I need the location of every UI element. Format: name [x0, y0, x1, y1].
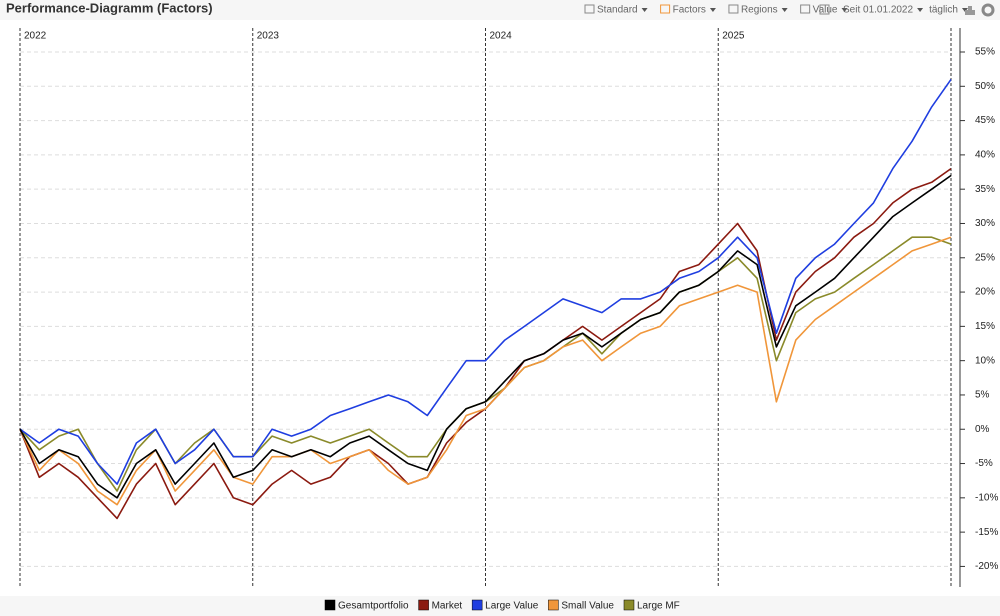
- settings-icon[interactable]: [981, 3, 995, 17]
- x-tick-label: 2023: [257, 31, 280, 42]
- y-tick-label: 5%: [975, 390, 990, 401]
- toolbar-icon[interactable]: [584, 4, 595, 14]
- y-tick-label: 45%: [975, 115, 995, 126]
- legend-label[interactable]: Market: [432, 601, 463, 612]
- toolbar-icon[interactable]: [728, 4, 739, 14]
- y-tick-label: 20%: [975, 287, 995, 298]
- toolbar-item[interactable]: Value: [813, 5, 838, 16]
- legend-swatch[interactable]: [418, 599, 429, 611]
- y-tick-label: 0%: [975, 424, 990, 435]
- toolbar-item[interactable]: Regions: [741, 5, 778, 16]
- y-tick-label: 50%: [975, 81, 995, 92]
- y-tick-label: -15%: [975, 527, 998, 538]
- toolbar-icon[interactable]: [800, 4, 811, 14]
- dropdown-arrow[interactable]: [781, 8, 788, 12]
- dropdown-arrow[interactable]: [709, 8, 716, 12]
- y-tick-label: 35%: [975, 184, 995, 195]
- legend-swatch[interactable]: [548, 599, 559, 611]
- y-tick-label: 10%: [975, 355, 995, 366]
- calendar-icon[interactable]: [819, 4, 830, 15]
- y-tick-label: 40%: [975, 150, 995, 161]
- toolbar-icon[interactable]: [660, 4, 671, 14]
- legend-bar: [0, 596, 1000, 616]
- x-tick-label: 2025: [722, 31, 745, 42]
- legend-label[interactable]: Gesamtportfolio: [338, 601, 409, 612]
- dropdown-arrow[interactable]: [961, 8, 968, 12]
- legend-swatch[interactable]: [471, 599, 483, 611]
- y-tick-label: 55%: [975, 47, 995, 58]
- dropdown-arrow[interactable]: [841, 8, 848, 12]
- legend-swatch[interactable]: [324, 599, 336, 611]
- series-line: [19, 174, 952, 499]
- period[interactable]: Seit 01.01.2022: [843, 5, 913, 16]
- toolbar-item[interactable]: Standard: [597, 5, 638, 16]
- export-icon[interactable]: [965, 6, 975, 15]
- y-tick-label: -5%: [975, 458, 993, 469]
- x-tick-label: 2022: [24, 31, 47, 42]
- series-line: [19, 78, 952, 485]
- series-line: [19, 236, 952, 506]
- legend-label[interactable]: Small Value: [561, 601, 614, 612]
- legend-label[interactable]: Large MF: [637, 601, 680, 612]
- chart-title: Performance-Diagramm (Factors): [6, 0, 213, 15]
- y-tick-label: -10%: [975, 492, 998, 503]
- legend-swatch[interactable]: [623, 599, 635, 611]
- dropdown-arrow[interactable]: [917, 8, 924, 12]
- interval[interactable]: täglich: [929, 5, 958, 16]
- toolbar-item[interactable]: Factors: [673, 5, 706, 16]
- legend-label[interactable]: Large Value: [485, 601, 539, 612]
- y-tick-label: 15%: [975, 321, 995, 332]
- y-tick-label: 25%: [975, 252, 995, 263]
- dropdown-arrow[interactable]: [641, 8, 648, 12]
- y-tick-label: -20%: [975, 561, 998, 572]
- toolbar: [0, 0, 1000, 20]
- x-tick-label: 2024: [490, 31, 513, 42]
- y-tick-label: 30%: [975, 218, 995, 229]
